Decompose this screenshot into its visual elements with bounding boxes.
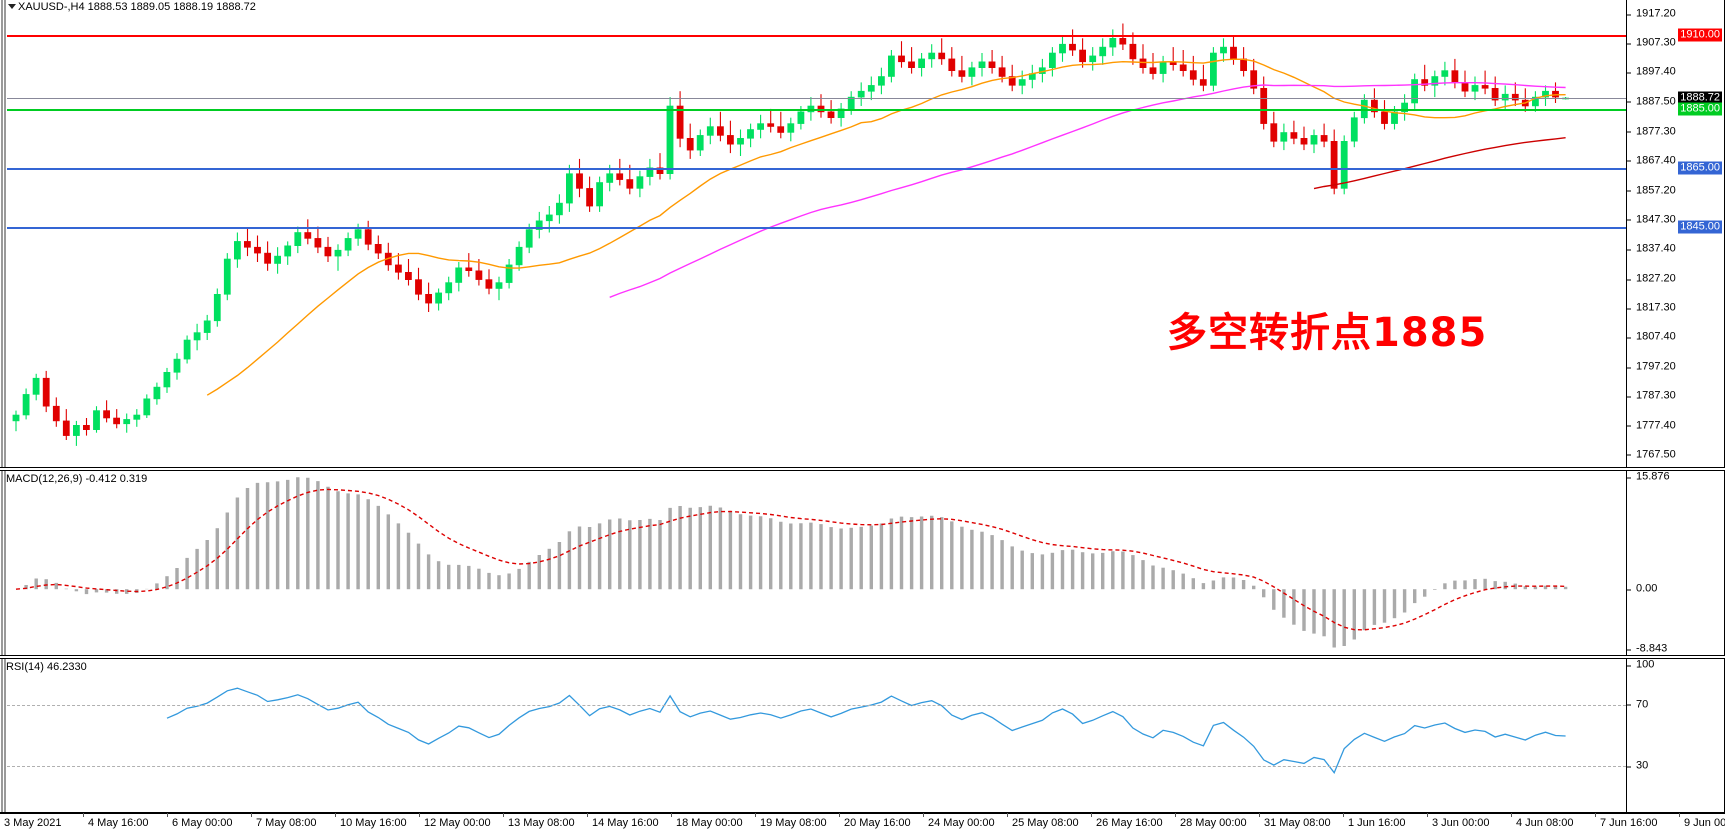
level-line-resistance-1910 <box>7 35 1626 38</box>
macd-tick: 15.876 <box>1627 471 1670 483</box>
time-tick: 12 May 00:00 <box>419 813 491 829</box>
rsi-axis[interactable]: 100 70 30 <box>1626 659 1724 812</box>
price-tick: 1917.20 <box>1627 8 1676 20</box>
rsi-drag-gutter[interactable] <box>0 659 7 812</box>
price-series-svg <box>12 23 1569 446</box>
time-tick: 1 Jun 16:00 <box>1343 813 1406 829</box>
rsi-tick: 100 <box>1627 659 1654 671</box>
time-tick: 7 Jun 16:00 <box>1595 813 1658 829</box>
price-tick: 1837.40 <box>1627 243 1676 255</box>
level-line-support-1845 <box>7 226 1626 229</box>
rsi-panel[interactable]: RSI(14) 46.2330 100 70 30 <box>0 658 1725 813</box>
time-tick: 24 May 00:00 <box>923 813 995 829</box>
price-axis[interactable]: 1917.20 1907.30 1897.40 1887.50 1877.30 1867.… <box>1626 0 1724 467</box>
price-tick: 1867.40 <box>1627 155 1676 166</box>
macd-label: MACD(12,26,9) -0.412 0.319 <box>6 473 148 485</box>
macd-axis[interactable]: 15.876 0.00 -8.843 <box>1626 471 1724 655</box>
time-axis[interactable]: 3 May 2021 4 May 16:00 6 May 00:00 7 May 08… <box>0 813 1725 837</box>
price-tick: 1877.30 <box>1627 126 1676 137</box>
price-tick: 1787.30 <box>1627 390 1676 402</box>
time-tick: 31 May 08:00 <box>1259 813 1331 829</box>
price-tick: 1777.40 <box>1627 420 1676 431</box>
price-tick: 1807.40 <box>1627 331 1676 343</box>
price-plot-area[interactable]: 多空转折点1885 <box>7 0 1626 467</box>
macd-plot-area[interactable] <box>7 471 1626 655</box>
time-tick: 19 May 08:00 <box>755 813 827 829</box>
time-tick: 25 May 08:00 <box>1007 813 1079 829</box>
rsi-label: RSI(14) 46.2330 <box>6 661 87 673</box>
time-tick: 9 Jun 00:00 <box>1679 813 1725 829</box>
price-tick: 1897.40 <box>1627 66 1676 78</box>
price-tick: 1907.30 <box>1627 37 1676 49</box>
rsi-oversold-line <box>7 766 1626 768</box>
level-badge-current-price[interactable]: 1888.72 <box>1678 91 1722 105</box>
time-tick: 20 May 16:00 <box>839 813 911 829</box>
rsi-tick: 30 <box>1627 760 1648 772</box>
macd-series-svg <box>15 477 1568 648</box>
time-tick: 26 May 16:00 <box>1091 813 1163 829</box>
rsi-overbought-line <box>7 704 1626 706</box>
level-badge-resistance-1910[interactable]: 1910.00 <box>1678 28 1722 42</box>
macd-drag-gutter[interactable] <box>0 471 7 655</box>
time-tick: 7 May 08:00 <box>251 813 317 829</box>
time-tick: 10 May 16:00 <box>335 813 407 829</box>
rsi-series-svg <box>166 687 1566 774</box>
chart-annotation-text: 多空转折点1885 <box>1167 310 1488 356</box>
time-tick: 6 May 00:00 <box>167 813 233 829</box>
price-tick: 1847.30 <box>1627 214 1676 225</box>
price-tick: 1857.20 <box>1627 185 1676 196</box>
time-tick: 28 May 00:00 <box>1175 813 1247 829</box>
time-tick: 4 Jun 08:00 <box>1511 813 1574 829</box>
level-badge-support-1865[interactable]: 1865.00 <box>1678 161 1722 175</box>
level-badge-pivot-1885[interactable]: 1885.00 <box>1678 102 1722 116</box>
time-tick: 14 May 16:00 <box>587 813 659 829</box>
symbol-quote-label: XAUUSD-,H4 1888.53 1889.05 1888.19 1888.… <box>18 1 256 13</box>
time-tick: 3 May 2021 <box>4 817 62 829</box>
price-tick: 1827.20 <box>1627 273 1676 285</box>
rsi-plot-area[interactable] <box>7 659 1626 812</box>
time-tick: 4 May 16:00 <box>83 813 149 829</box>
rsi-tick: 70 <box>1627 699 1648 710</box>
level-line-pivot-1885 <box>7 108 1626 111</box>
time-tick: 13 May 08:00 <box>503 813 575 829</box>
price-tick: 1887.50 <box>1627 96 1676 107</box>
time-tick: 18 May 00:00 <box>671 813 743 829</box>
macd-tick: 0.00 <box>1627 583 1657 595</box>
level-badge-support-1845[interactable]: 1845.00 <box>1678 220 1722 234</box>
chevron-down-icon[interactable] <box>8 4 16 9</box>
level-line-support-1865 <box>7 167 1626 170</box>
price-tick: 1817.30 <box>1627 302 1676 314</box>
macd-tick: -8.843 <box>1627 643 1667 655</box>
level-line-current-price <box>7 97 1626 99</box>
chart-drag-gutter[interactable] <box>0 0 7 467</box>
price-tick: 1797.20 <box>1627 361 1676 373</box>
macd-panel[interactable]: MACD(12,26,9) -0.412 0.319 15.876 0.00 -8.… <box>0 470 1725 656</box>
time-tick: 3 Jun 00:00 <box>1427 813 1490 829</box>
price-chart-panel[interactable]: XAUUSD-,H4 1888.53 1889.05 1888.19 1888.… <box>0 0 1725 468</box>
price-tick: 1767.50 <box>1627 449 1676 460</box>
